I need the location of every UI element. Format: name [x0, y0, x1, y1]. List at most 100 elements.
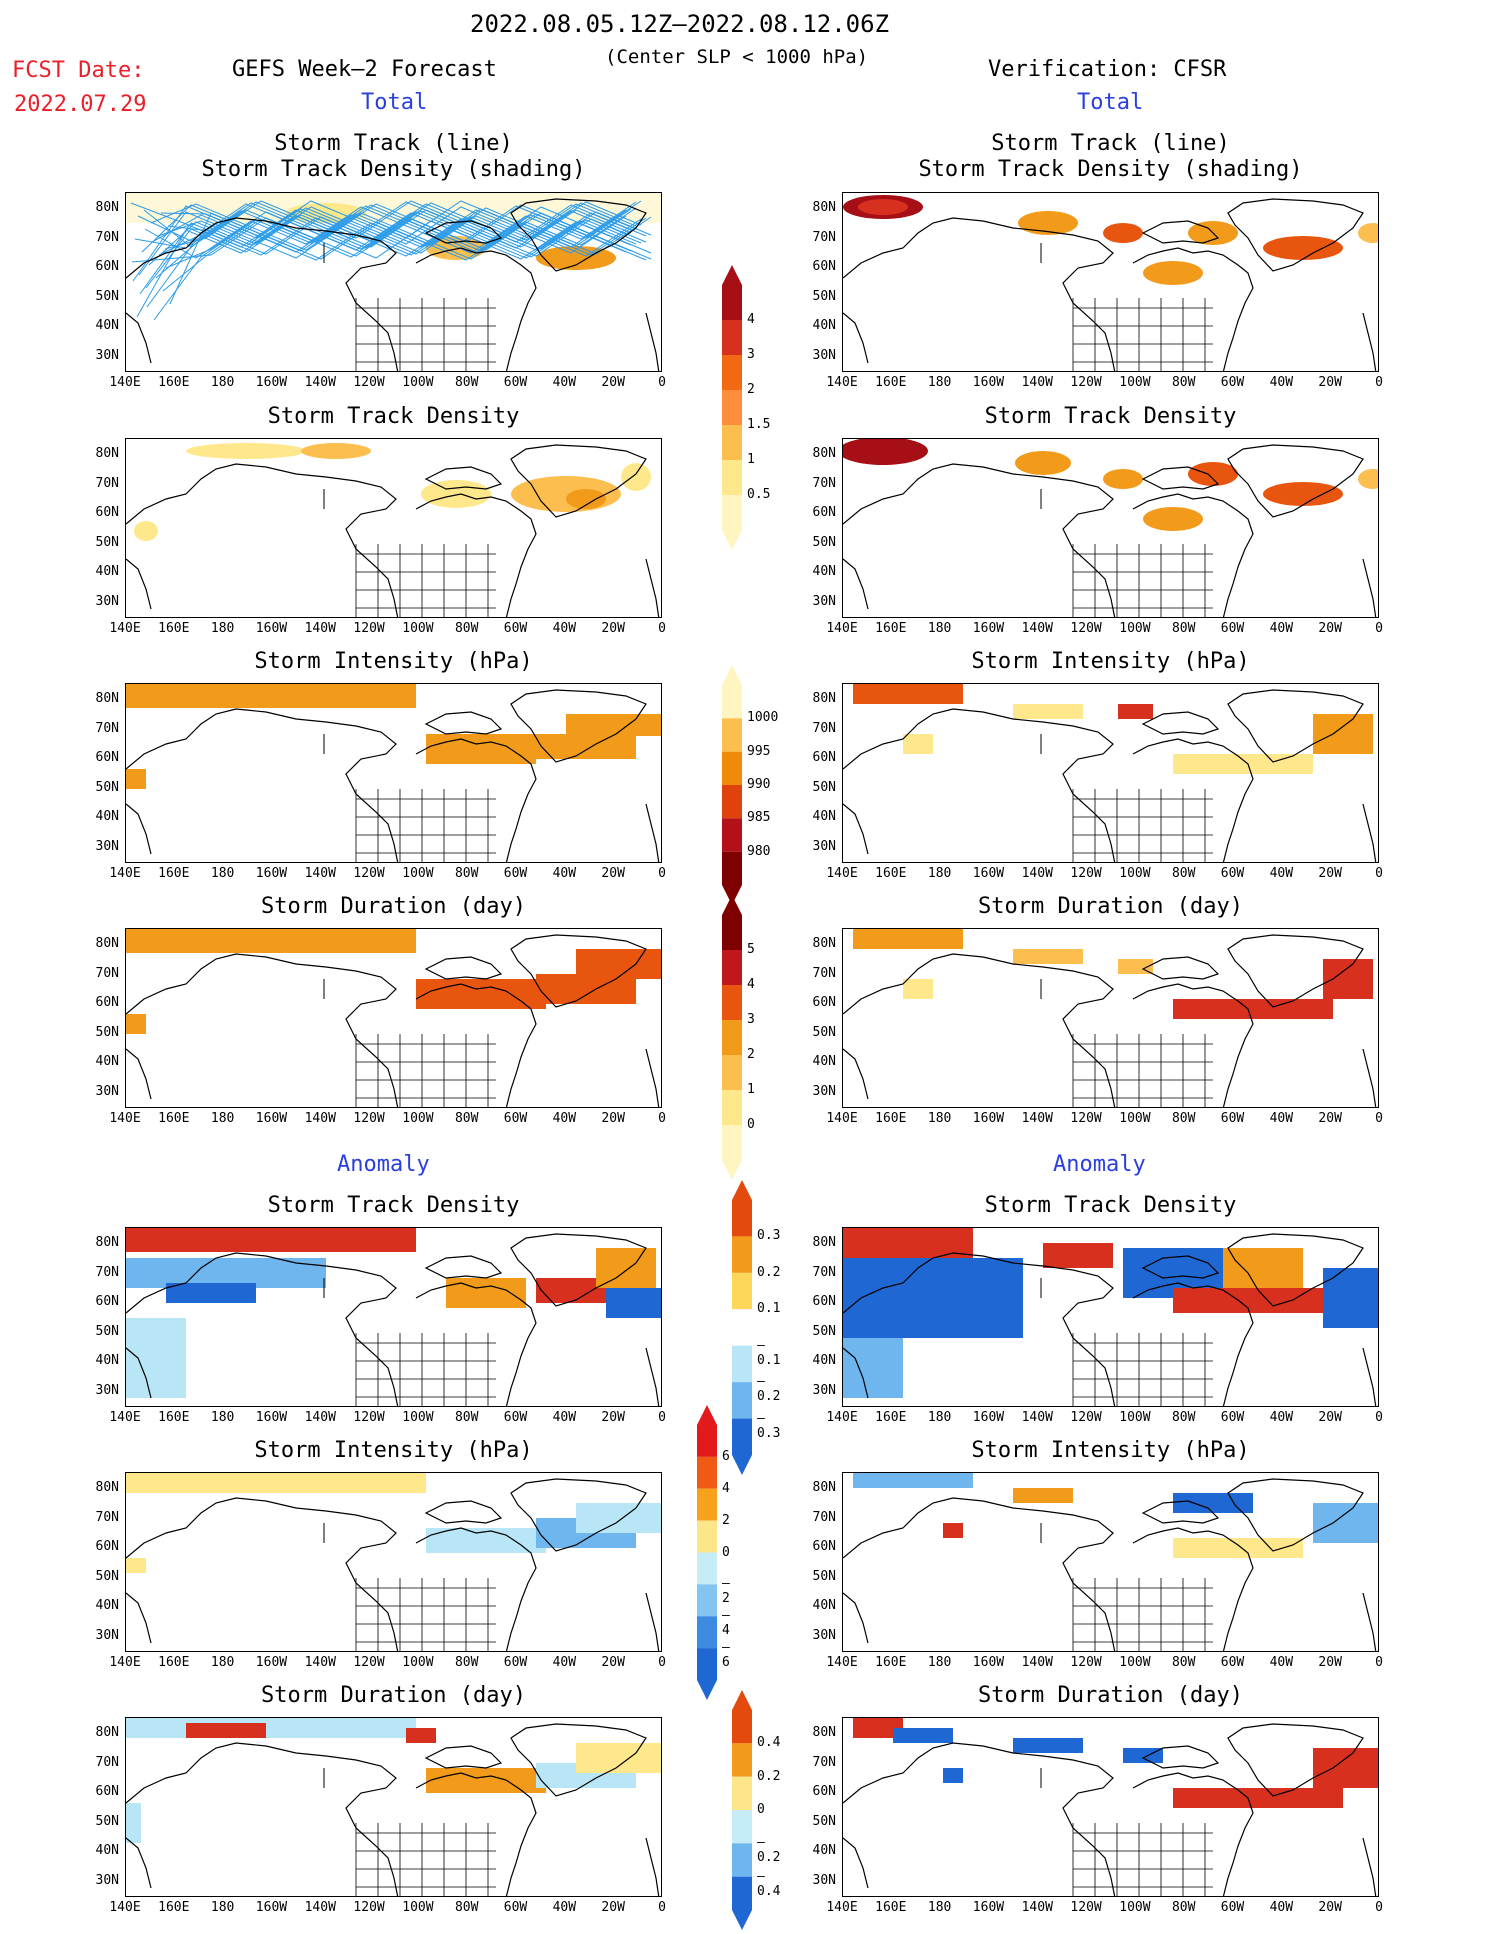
- colorbar-swatch: [732, 1418, 752, 1455]
- lon-tick-label: 160E: [158, 621, 190, 636]
- shaded-cell: [1013, 1738, 1083, 1753]
- lon-tick-label: 40W: [1269, 1655, 1294, 1670]
- lat-tick-label: 40N: [95, 1054, 119, 1069]
- coastline: [510, 934, 647, 1008]
- lat-tick-label: 60N: [95, 1784, 119, 1799]
- fcst-label: FCST Date:: [12, 58, 145, 83]
- right-total-label: Total: [1077, 90, 1144, 115]
- title-right-intensity-anom: Storm Intensity (hPa): [971, 1438, 1250, 1463]
- lat-tick-label: 60N: [812, 995, 836, 1010]
- coastline: [415, 983, 537, 1107]
- lon-tick-label: 140E: [826, 1900, 858, 1915]
- lat-tick-label: 70N: [812, 965, 836, 981]
- colorbar-swatch: [697, 1648, 717, 1680]
- lon-tick-label: 140W: [304, 866, 336, 881]
- shaded-cell: [1173, 754, 1313, 774]
- lat-tick-label: 30N: [812, 347, 836, 363]
- lon-tick-label: 20W: [1318, 621, 1342, 636]
- colorbar-cap: [722, 1160, 742, 1180]
- title-right-track-2: Storm Track Density (shading): [918, 157, 1303, 182]
- shaded-cell: [126, 769, 146, 789]
- lon-tick-label: 140W: [304, 1111, 336, 1126]
- storm-track-line: [131, 203, 652, 263]
- lat-tick-label: 60N: [812, 750, 836, 765]
- density-blob: [1103, 469, 1143, 489]
- lon-tick-label: 180: [210, 1900, 235, 1915]
- lon-tick-label: 160E: [158, 1410, 190, 1425]
- lon-tick-label: 120W: [353, 866, 385, 881]
- lat-tick-label: 60N: [95, 505, 119, 520]
- colorbar-swatch: [722, 985, 742, 1020]
- colorbar-tick-label: –6: [722, 1640, 730, 1671]
- storm-track-line: [164, 200, 647, 257]
- lat-tick-label: 50N: [812, 288, 836, 304]
- coastline: [424, 1500, 503, 1524]
- lat-tick-label: 70N: [95, 965, 119, 981]
- lon-tick-label: 0: [658, 866, 666, 881]
- lon-tick-label: 20W: [601, 866, 625, 881]
- lon-tick-label: 140E: [826, 1410, 858, 1425]
- colorbar-swatch: [697, 1584, 717, 1617]
- shaded-cell: [576, 949, 661, 979]
- shaded-cell: [126, 1718, 416, 1738]
- lon-tick-label: 160W: [972, 1111, 1005, 1126]
- lon-tick-label: 120W: [1070, 375, 1102, 390]
- density-blob: [186, 443, 306, 459]
- colorbar-tick-label: 6: [722, 1448, 730, 1464]
- lon-tick-label: 20W: [1318, 375, 1342, 390]
- coastline: [415, 1527, 537, 1651]
- lat-tick-label: 30N: [95, 838, 119, 854]
- lon-tick-label: 60W: [1220, 1655, 1245, 1670]
- shaded-cell: [536, 734, 636, 759]
- colorbar-swatch: [722, 751, 742, 785]
- colorbar-swatch: [722, 285, 742, 320]
- colorbar-tick-label: 995: [747, 743, 771, 759]
- lon-tick-label: 0: [1375, 621, 1383, 636]
- shaded-cell: [1173, 999, 1333, 1019]
- colorbar-swatch: [732, 1309, 752, 1346]
- colorbar-swatch: [732, 1272, 752, 1310]
- lon-tick-label: 180: [927, 375, 952, 390]
- title-left-track-1: Storm Track (line): [274, 131, 513, 156]
- shaded-cell: [943, 1768, 963, 1783]
- colorbar-swatch: [732, 1810, 752, 1844]
- lon-tick-label: 60W: [1220, 1410, 1245, 1425]
- coastline: [415, 1282, 537, 1406]
- coastline: [1141, 1500, 1220, 1524]
- lat-tick-label: 80N: [812, 200, 836, 215]
- lat-tick-label: 80N: [812, 691, 836, 706]
- lat-tick-label: 30N: [95, 1382, 119, 1398]
- lat-tick-label: 50N: [95, 1568, 119, 1584]
- lat-tick-label: 70N: [812, 1264, 836, 1280]
- lon-tick-label: 140W: [304, 1900, 336, 1915]
- lat-tick-label: 40N: [95, 1843, 119, 1858]
- right-model-title: Verification: CFSR: [988, 57, 1227, 82]
- density-blob: [1263, 482, 1343, 506]
- title-right-density: Storm Track Density: [984, 404, 1237, 429]
- lon-tick-label: 0: [1375, 1900, 1383, 1915]
- lon-tick-label: 180: [210, 375, 235, 390]
- shaded-cell: [126, 1803, 141, 1843]
- colorbar-cap: [697, 1405, 717, 1425]
- lon-tick-label: 80W: [1171, 621, 1196, 636]
- density-blob: [134, 521, 158, 541]
- colorbar-swatch: [732, 1200, 752, 1237]
- colorbar-swatch: [697, 1520, 717, 1553]
- lat-tick-label: 60N: [95, 1539, 119, 1554]
- lon-tick-label: 20W: [1318, 1410, 1342, 1425]
- lat-tick-label: 50N: [95, 288, 119, 304]
- shaded-cell: [1323, 1268, 1378, 1328]
- shaded-cell: [853, 1473, 973, 1488]
- shaded-cell: [406, 1728, 436, 1743]
- lat-tick-label: 30N: [812, 1872, 836, 1888]
- lat-tick-label: 50N: [95, 534, 119, 550]
- lon-tick-label: 20W: [1318, 1655, 1342, 1670]
- colorbar-tick-label: –0.1: [757, 1337, 781, 1368]
- shaded-cell: [126, 1228, 416, 1252]
- coastline: [126, 312, 152, 364]
- lat-tick-label: 70N: [812, 475, 836, 491]
- lon-tick-label: 0: [658, 375, 666, 390]
- lon-tick-label: 160W: [255, 1900, 288, 1915]
- colorbar-tick-label: 990: [747, 777, 771, 792]
- shaded-cell: [166, 1283, 256, 1303]
